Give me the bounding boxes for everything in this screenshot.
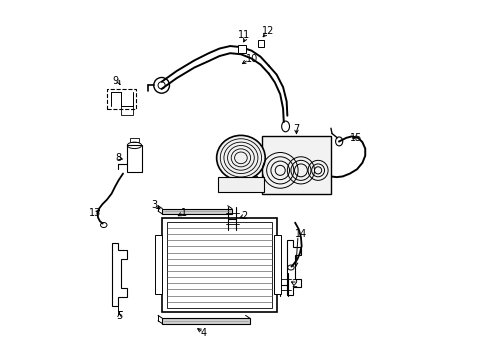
Text: 15: 15 <box>349 133 362 143</box>
Text: 14: 14 <box>294 229 306 239</box>
Text: 10: 10 <box>245 54 257 64</box>
FancyBboxPatch shape <box>162 318 249 324</box>
Text: 6: 6 <box>252 176 258 186</box>
Text: 3: 3 <box>151 200 157 210</box>
FancyBboxPatch shape <box>162 208 231 214</box>
Text: 4: 4 <box>200 328 206 338</box>
Bar <box>217 177 264 192</box>
Bar <box>257 40 264 47</box>
Bar <box>238 45 245 53</box>
Bar <box>127 145 142 172</box>
Text: 2: 2 <box>291 279 297 289</box>
Text: 1: 1 <box>181 208 186 218</box>
Text: 11: 11 <box>238 30 250 40</box>
Bar <box>130 138 139 142</box>
Bar <box>121 106 132 114</box>
Bar <box>162 217 276 312</box>
Text: 8: 8 <box>115 153 121 163</box>
Bar <box>107 89 136 109</box>
Bar <box>273 235 281 294</box>
Bar <box>166 222 272 308</box>
Text: 5: 5 <box>116 311 122 321</box>
Text: 9: 9 <box>112 76 119 86</box>
Text: 12: 12 <box>261 26 273 36</box>
Ellipse shape <box>216 135 264 180</box>
Bar <box>261 136 331 194</box>
Bar <box>155 235 162 294</box>
Text: 7: 7 <box>293 123 299 134</box>
Text: 13: 13 <box>89 208 102 218</box>
Text: 2: 2 <box>241 211 247 221</box>
